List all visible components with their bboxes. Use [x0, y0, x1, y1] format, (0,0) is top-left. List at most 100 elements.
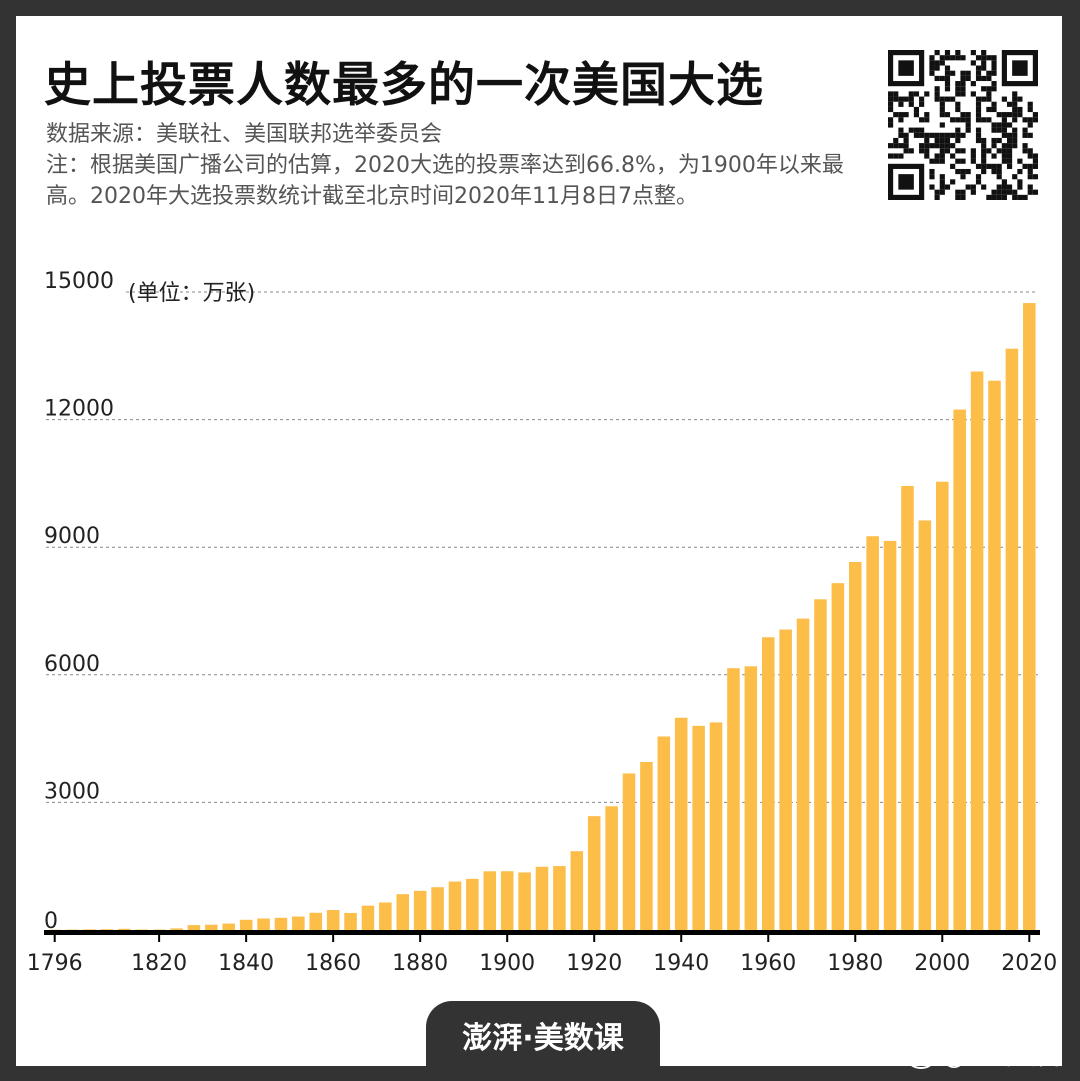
x-tick-mark: [941, 934, 944, 942]
bar-1964: [779, 629, 792, 930]
bar-1948: [709, 722, 723, 930]
chart-note: 注：根据美国广播公司的估算，2020大选的投票率达到66.8%，为1900年以来…: [46, 153, 844, 209]
bar-2004: [953, 409, 966, 930]
qr-code-icon[interactable]: [888, 50, 1038, 200]
bar-1856: [309, 912, 323, 930]
infographic-card: 史上投票人数最多的一次美国大选 数据来源：美联社、美国联邦选举委员会 注：根据美…: [16, 16, 1062, 1066]
x-tick-labels: 1796 1820 1840 1860 1880 1900 1920 1940 1960 1980…: [27, 934, 1057, 976]
gridlines: [46, 291, 1038, 803]
bar-1844: [257, 918, 270, 930]
bar-1980: [848, 562, 862, 930]
bar-1868: [361, 905, 375, 930]
bar-1832: [205, 924, 218, 930]
bar-1848: [274, 917, 288, 930]
bar-1884: [431, 887, 444, 930]
bar-1816: [135, 929, 148, 931]
bar-2012: [988, 380, 1001, 930]
x-tick-label: 1840: [218, 951, 274, 976]
bar-1912: [553, 866, 566, 930]
bar-1960: [761, 637, 775, 930]
bar-1804: [83, 929, 96, 930]
bar-1976: [831, 583, 845, 930]
bar-1940: [674, 717, 688, 930]
bar-1840: [239, 919, 253, 930]
x-tick-mark: [593, 934, 596, 942]
bar-1860: [326, 910, 340, 930]
bar-1828: [187, 925, 201, 930]
x-tick-label: 1980: [827, 951, 883, 976]
bar-1812: [118, 928, 131, 930]
weibo-watermark: @澎湃新闻: [906, 1036, 1062, 1071]
bar-1888: [448, 881, 462, 930]
x-tick-label: 2020: [1001, 951, 1057, 976]
x-tick-label: 1900: [479, 951, 535, 976]
bar-1984: [866, 536, 879, 930]
y-tick-label: 0: [44, 909, 58, 934]
bar-1796: [48, 929, 61, 931]
y-tick-label: 12000: [44, 397, 114, 422]
bar-1900: [500, 871, 514, 930]
x-tick-mark: [1028, 934, 1031, 942]
bar-1800: [65, 929, 79, 931]
x-tick-mark: [506, 934, 509, 942]
bar-1972: [814, 599, 827, 930]
x-tick-label: 1940: [653, 951, 709, 976]
x-tick-label: 1860: [305, 951, 361, 976]
x-tick-mark: [680, 934, 683, 942]
bar-1908: [535, 866, 549, 930]
x-tick-label: 1880: [392, 951, 448, 976]
bar-1928: [622, 773, 636, 930]
bar-2000: [936, 481, 949, 930]
bar-1872: [379, 902, 392, 930]
x-tick-mark: [158, 934, 161, 942]
bar-1992: [901, 485, 914, 930]
x-tick-mark: [245, 934, 248, 942]
x-tick-mark: [767, 934, 770, 942]
bar-1852: [292, 916, 305, 930]
bar-2016: [1005, 348, 1019, 931]
x-tick-label: 1796: [27, 951, 83, 976]
x-tick-mark: [53, 934, 56, 942]
x-tick-label: 1920: [566, 951, 622, 976]
y-tick-labels: 0 3000 6000 9000 12000 15000: [44, 269, 114, 934]
bar-2008: [970, 371, 984, 930]
bar-1896: [483, 871, 497, 930]
x-tick-label: 1960: [740, 951, 796, 976]
bar-1924: [605, 806, 618, 930]
bar-2020: [1023, 303, 1036, 930]
x-tick-mark: [419, 934, 422, 942]
bar-1876: [396, 894, 410, 930]
bar-1952: [727, 668, 740, 930]
bar-1892: [466, 878, 479, 930]
weibo-handle: @澎湃新闻: [942, 1042, 1062, 1070]
y-tick-label: 6000: [44, 652, 100, 677]
y-tick-label: 3000: [44, 779, 100, 804]
bar-1864: [344, 912, 357, 930]
x-axis: [44, 930, 1040, 935]
bar-1880: [413, 890, 427, 930]
weibo-icon: [906, 1045, 936, 1069]
bar-1968: [796, 618, 810, 930]
bar-1932: [640, 761, 653, 930]
bar-1836: [222, 923, 236, 930]
bar-1808: [100, 929, 114, 930]
y-tick-label: 15000: [44, 269, 114, 294]
brand-logo-text: 澎湃·美数课: [462, 1021, 624, 1056]
bar-1824: [170, 928, 183, 930]
x-tick-mark: [332, 934, 335, 942]
bars: [48, 303, 1036, 931]
bar-1820: [152, 929, 166, 931]
bar-1916: [570, 851, 584, 930]
bar-1920: [587, 816, 601, 930]
y-tick-label: 9000: [44, 524, 100, 549]
x-tick-label: 2000: [914, 951, 970, 976]
bar-chart: 0 3000 6000 9000 12000 15000 1796 1820 1840 1860…: [27, 269, 1058, 976]
y-axis-label: (单位：万张): [128, 281, 255, 306]
bar-1996: [918, 520, 932, 930]
bar-1944: [692, 725, 705, 930]
x-axis-line: [44, 930, 1040, 935]
x-tick-label: 1820: [131, 951, 187, 976]
bar-1936: [657, 736, 671, 930]
brand-badge: 澎湃·美数课: [426, 1001, 660, 1066]
chart-title: 史上投票人数最多的一次美国大选: [44, 58, 764, 113]
